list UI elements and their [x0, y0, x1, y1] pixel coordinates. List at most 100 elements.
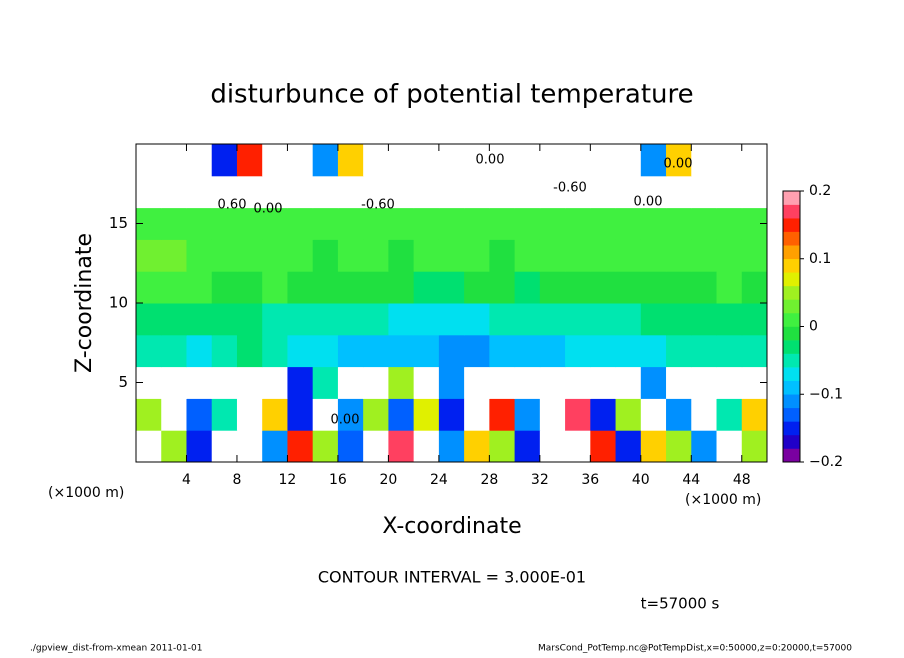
cell [640, 430, 667, 463]
cell [539, 334, 566, 368]
cell [565, 239, 591, 272]
contour-label: 0.00 [254, 202, 283, 217]
cell [464, 207, 490, 240]
colorbar-swatch [783, 380, 800, 395]
cell [287, 334, 314, 368]
cell [312, 175, 339, 209]
colorbar-swatch [783, 421, 800, 436]
colorbar-swatch [783, 367, 800, 381]
cell [514, 144, 541, 177]
cell [413, 175, 440, 209]
cell [136, 239, 162, 272]
cell [161, 398, 187, 431]
cell [489, 207, 516, 240]
cell [539, 239, 566, 272]
cell [312, 430, 339, 463]
cell [716, 398, 743, 431]
contour-label: 0.60 [218, 198, 247, 213]
cell [262, 271, 288, 304]
cell [489, 334, 516, 368]
cell [136, 175, 162, 209]
cell [262, 144, 288, 177]
cell [464, 303, 490, 336]
cell [413, 207, 440, 240]
cell [565, 271, 591, 304]
cell [514, 366, 541, 399]
cell [363, 398, 389, 431]
cell [388, 303, 415, 336]
cell [287, 366, 314, 399]
cell [161, 303, 187, 336]
colorbar-swatch [783, 272, 800, 287]
cell [691, 144, 718, 177]
cell [438, 430, 465, 463]
cell [186, 271, 213, 304]
cell [539, 430, 566, 463]
cell [539, 271, 566, 304]
x-tick-label: 16 [329, 472, 347, 488]
cell [363, 430, 389, 463]
cell [691, 366, 718, 399]
cell [136, 271, 162, 304]
cell [337, 175, 364, 209]
cell [337, 303, 364, 336]
colorbar-swatch [783, 204, 800, 219]
cell [514, 303, 541, 336]
cell [388, 175, 415, 209]
colorbar-tick-label: −0.1 [809, 386, 843, 402]
colorbar-swatch [783, 285, 800, 300]
x-tick-label: 32 [531, 472, 549, 488]
colorbar-swatch [783, 191, 800, 205]
colorbar-tick-label: 0.2 [809, 183, 831, 199]
cell [186, 430, 213, 463]
cell [211, 430, 238, 463]
cell [640, 334, 667, 368]
cell [312, 303, 339, 336]
cell [464, 430, 490, 463]
cell [312, 239, 339, 272]
cell [716, 334, 743, 368]
cell [262, 334, 288, 368]
cell [337, 430, 364, 463]
cell [262, 303, 288, 336]
cell [136, 144, 162, 177]
x-axis-label: X-coordinate [382, 514, 521, 539]
cell [236, 398, 263, 431]
x-tick-label: 20 [379, 472, 397, 488]
colorbar-swatch [783, 448, 800, 463]
contour-interval: CONTOUR INTERVAL = 3.000E-01 [318, 568, 586, 587]
cell [136, 398, 162, 431]
contour-label: -0.60 [361, 198, 395, 213]
contour-label: -0.60 [553, 181, 587, 196]
cell [413, 303, 440, 336]
cell [388, 398, 415, 431]
cell [615, 271, 642, 304]
x-tick-label: 8 [232, 472, 241, 488]
colorbar-swatch [783, 407, 800, 422]
x-tick-label: 36 [581, 472, 599, 488]
colorbar-swatch [783, 299, 800, 314]
contour-label: 0.00 [476, 153, 505, 168]
y-axis-unit: (×1000 m) [48, 485, 124, 501]
cell [438, 398, 465, 431]
cell [136, 303, 162, 336]
cell [640, 366, 667, 399]
cell [388, 334, 415, 368]
cell [161, 366, 187, 399]
cell [741, 430, 768, 463]
colorbar-swatch [783, 245, 800, 260]
cell [539, 303, 566, 336]
cell [539, 144, 566, 177]
cell [590, 239, 617, 272]
cell [413, 144, 440, 177]
cell [489, 144, 516, 177]
cell [236, 239, 263, 272]
cell [287, 207, 314, 240]
colorbar-swatch [783, 394, 800, 409]
cell [615, 430, 642, 463]
cell [161, 239, 187, 272]
colorbar-swatch [783, 231, 800, 246]
cell [312, 271, 339, 304]
cell [236, 366, 263, 399]
colorbar-swatch [783, 218, 800, 232]
